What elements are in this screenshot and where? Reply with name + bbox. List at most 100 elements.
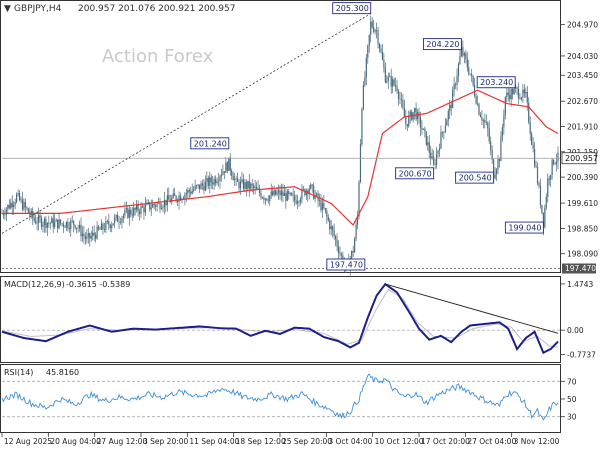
candle-body <box>289 193 291 195</box>
candle-body <box>408 115 410 127</box>
candle-body <box>80 224 82 237</box>
candle-body <box>326 210 328 217</box>
candle-body <box>437 150 439 155</box>
candle-body <box>37 215 40 224</box>
candle-body <box>339 253 341 255</box>
candle-body <box>526 91 528 103</box>
candle-body <box>140 206 142 214</box>
macd-title: MACD(12,26,9) <box>4 280 65 289</box>
candle-body <box>51 218 53 224</box>
candle-body <box>250 183 252 189</box>
candle-body <box>460 47 463 57</box>
candle-body <box>516 87 518 90</box>
rsi-tick-label: 70 <box>567 377 577 386</box>
price-annotation-box <box>476 76 516 89</box>
candle-body <box>280 191 283 196</box>
candle-body <box>106 221 108 222</box>
candle-body <box>17 193 19 195</box>
x-tick-label: 25 Sep 20:00 <box>282 437 332 446</box>
candle-body <box>234 178 236 181</box>
candle-body <box>430 152 432 159</box>
candle-body <box>478 103 480 115</box>
candle-body <box>270 191 272 196</box>
x-tick-label: 3 Sep 20:00 <box>143 437 189 446</box>
candle-body <box>402 100 404 108</box>
price-tick-label: 202.670 <box>567 97 598 106</box>
bottom-price-box <box>562 263 596 274</box>
candle-body <box>296 201 299 204</box>
candle-body <box>127 208 129 218</box>
candle-body <box>539 185 542 205</box>
x-tick-label: 20 Aug 04:00 <box>50 437 101 446</box>
candle-body <box>226 162 228 171</box>
x-tick-label: 27 Oct 04:00 <box>467 437 516 446</box>
candle-body <box>286 191 288 201</box>
candle-body <box>523 89 525 94</box>
candle-body <box>184 194 186 199</box>
candle-body <box>294 195 296 201</box>
candle-body <box>155 205 157 207</box>
candle-body <box>453 84 455 91</box>
candle-body <box>352 251 354 253</box>
candle-body <box>11 202 13 207</box>
candle-body <box>409 111 411 116</box>
candle-body <box>264 198 266 200</box>
candle-body <box>506 92 508 98</box>
candle-body <box>435 154 438 165</box>
candle-body <box>207 178 209 186</box>
candle-body <box>193 189 195 191</box>
candle-body <box>159 201 161 210</box>
candle-body <box>337 246 340 254</box>
candle-body <box>277 190 280 193</box>
candle-body <box>500 136 502 162</box>
candle-body <box>528 102 530 123</box>
price-annotation-label: 204.220 <box>426 40 459 49</box>
price-y-axis: 204.970 204.030 203.450 202.670 201.910 201.1… <box>561 21 598 259</box>
rsi-value: 45.8160 <box>46 368 79 377</box>
candle-body <box>519 98 521 99</box>
candle-body <box>29 212 31 216</box>
candle-body <box>554 163 556 165</box>
candle-body <box>87 233 89 237</box>
candle-body <box>92 232 94 237</box>
candle-body <box>141 206 144 208</box>
panel-frames <box>0 0 561 433</box>
price-annotation-label: 203.240 <box>480 78 513 87</box>
candle-body <box>305 190 307 196</box>
candle-body <box>298 201 300 203</box>
candle-body <box>86 236 88 239</box>
candle-body <box>257 188 259 190</box>
candle-body <box>355 224 357 240</box>
candle-body <box>371 21 373 28</box>
price-tick-label: 203.450 <box>567 71 598 80</box>
candle-body <box>210 177 212 183</box>
price-annotation-box <box>422 38 462 51</box>
candle-body <box>513 87 515 95</box>
candle-body <box>16 194 18 203</box>
candle-body <box>535 165 537 168</box>
current-price-text: 200.957 <box>565 154 598 163</box>
candle-body <box>336 239 338 247</box>
candle-body <box>13 204 15 207</box>
candle-body <box>403 107 405 118</box>
price-annotation-box <box>332 2 372 15</box>
candle-body <box>89 233 91 239</box>
candle-body <box>136 204 138 210</box>
candle-body <box>197 184 199 186</box>
candle-body <box>103 229 106 230</box>
candle-body <box>251 183 253 186</box>
candle-body <box>557 152 559 162</box>
candle-body <box>292 195 294 196</box>
candle-body <box>323 202 325 209</box>
macd-trendline <box>385 283 559 334</box>
candle-body <box>441 132 444 133</box>
price-annotation-label: 200.670 <box>399 169 432 178</box>
candle-body <box>279 190 281 196</box>
price-tick-label: 200.390 <box>567 173 598 182</box>
price-annotation-label: 201.240 <box>194 139 227 148</box>
candle-body <box>493 159 495 179</box>
candle-body <box>191 190 193 194</box>
candle-body <box>446 120 448 126</box>
candle-body <box>283 193 285 196</box>
candle-body <box>406 123 408 127</box>
